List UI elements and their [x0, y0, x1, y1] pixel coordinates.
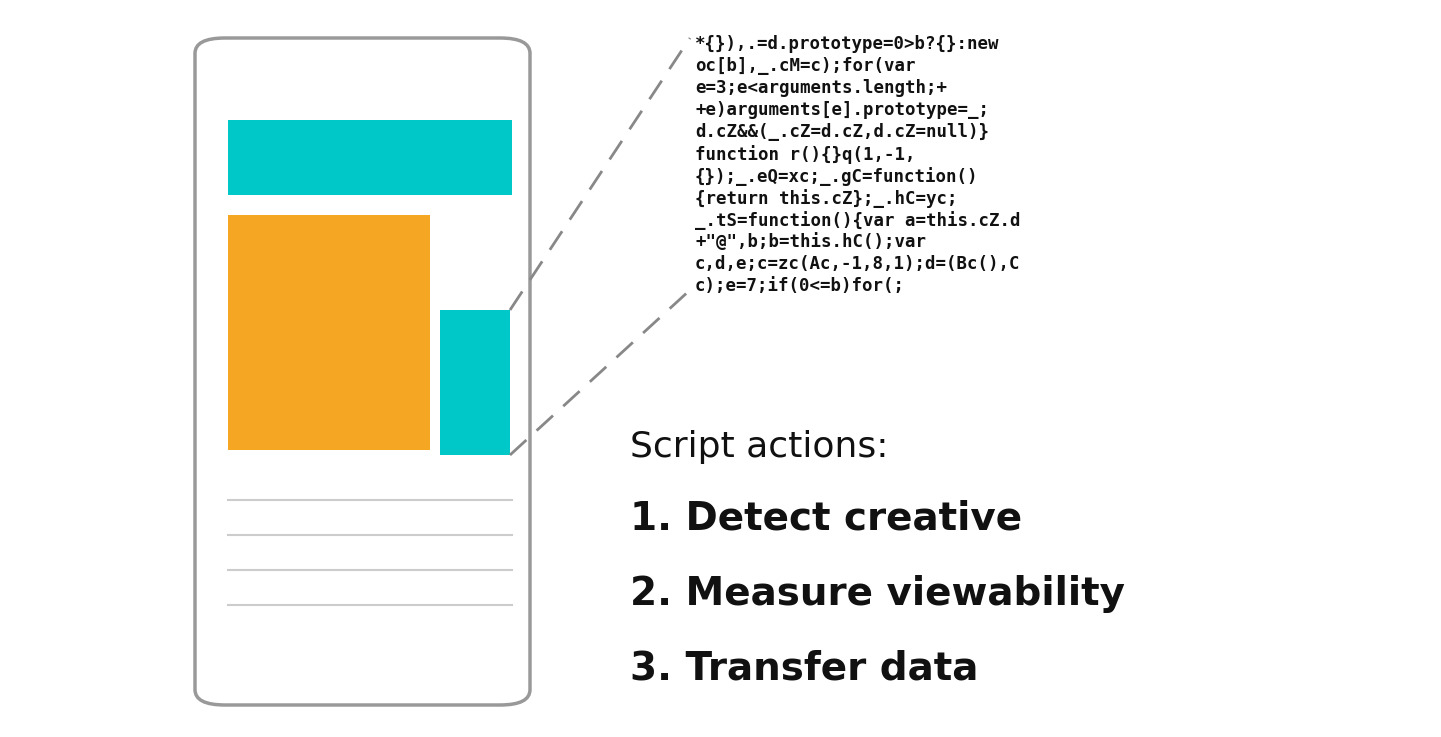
Text: {return this.cZ};_.hC=yc;: {return this.cZ};_.hC=yc;: [695, 189, 957, 208]
Text: e=3;e<arguments.length;+: e=3;e<arguments.length;+: [695, 79, 947, 97]
Text: d.cZ&&(_.cZ=d.cZ,d.cZ=null)}: d.cZ&&(_.cZ=d.cZ,d.cZ=null)}: [695, 123, 989, 141]
Text: c);e=7;if(0<=b)for(;: c);e=7;if(0<=b)for(;: [695, 277, 905, 295]
FancyBboxPatch shape: [195, 38, 530, 705]
Bar: [228, 215, 429, 450]
Text: +e)arguments[e].prototype=_;: +e)arguments[e].prototype=_;: [695, 101, 989, 119]
Text: 1. Detect creative: 1. Detect creative: [630, 500, 1022, 538]
Text: Script actions:: Script actions:: [630, 430, 889, 464]
Bar: [228, 120, 512, 195]
Text: *{}),.=d.prototype=0>b?{}:new: *{}),.=d.prototype=0>b?{}:new: [695, 35, 1000, 53]
Text: c,d,e;c=zc(Ac,-1,8,1);d=(Bc(),C: c,d,e;c=zc(Ac,-1,8,1);d=(Bc(),C: [695, 255, 1020, 273]
Text: 2. Measure viewability: 2. Measure viewability: [630, 575, 1125, 613]
Text: {});_.eQ=xc;_.gC=function(): {});_.eQ=xc;_.gC=function(): [695, 167, 978, 186]
Text: 3. Transfer data: 3. Transfer data: [630, 650, 978, 688]
Text: function r(){}q(1,-1,: function r(){}q(1,-1,: [695, 145, 915, 164]
Text: _.tS=function(){var a=this.cZ.d: _.tS=function(){var a=this.cZ.d: [695, 211, 1020, 230]
Text: oc[b],_.cM=c);for(var: oc[b],_.cM=c);for(var: [695, 57, 915, 75]
Bar: [440, 310, 510, 455]
Text: +"@",b;b=this.hC();var: +"@",b;b=this.hC();var: [695, 233, 927, 251]
